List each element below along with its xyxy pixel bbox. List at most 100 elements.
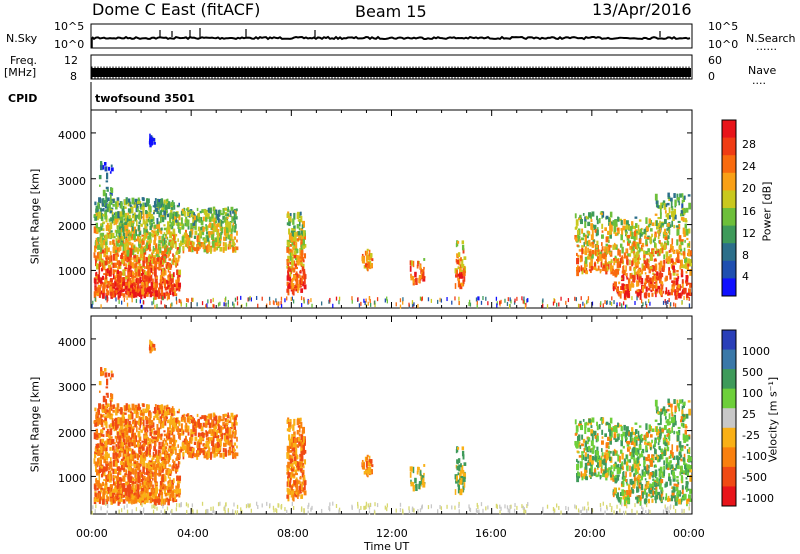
power-echo bbox=[132, 223, 135, 226]
velocity-echo bbox=[169, 473, 172, 477]
power-near-range bbox=[402, 300, 404, 305]
power-echo bbox=[297, 284, 300, 291]
velocity-echo bbox=[122, 475, 125, 482]
power-echo bbox=[188, 240, 192, 246]
velocity-panel-frame bbox=[90, 315, 693, 515]
power-echo bbox=[289, 213, 292, 219]
velocity-echo bbox=[117, 490, 121, 494]
power-echo bbox=[144, 280, 147, 285]
power-echo bbox=[665, 232, 668, 237]
power-echo bbox=[669, 224, 672, 228]
power-echo bbox=[121, 289, 124, 293]
power-echo bbox=[621, 228, 624, 235]
velocity-echo bbox=[167, 427, 170, 434]
velocity-echo bbox=[157, 461, 161, 465]
power-echo bbox=[159, 247, 162, 254]
power-echo bbox=[179, 228, 181, 235]
power-echo bbox=[229, 210, 232, 218]
velocity-echo bbox=[123, 494, 126, 498]
power-echo bbox=[303, 234, 306, 240]
power-near-range bbox=[523, 300, 526, 305]
power-echo bbox=[290, 252, 294, 257]
power-echo bbox=[143, 245, 146, 249]
velocity-echo bbox=[212, 436, 215, 441]
power-echo bbox=[173, 233, 175, 241]
velocity-echo bbox=[105, 482, 108, 490]
power-echo bbox=[143, 286, 147, 292]
power-echo bbox=[95, 263, 99, 270]
power-echo bbox=[147, 265, 150, 271]
power-scatter-layer bbox=[91, 133, 693, 309]
power-echo bbox=[148, 215, 151, 221]
power-echo bbox=[672, 210, 675, 217]
power-echo bbox=[125, 263, 128, 268]
power-echo bbox=[462, 270, 466, 276]
power-near-range bbox=[300, 296, 303, 301]
power-echo bbox=[575, 219, 579, 226]
velocity-echo bbox=[178, 432, 182, 436]
power-echo bbox=[634, 262, 637, 269]
velocity-echo bbox=[122, 499, 126, 504]
velocity-echo bbox=[157, 437, 160, 442]
power-echo bbox=[135, 265, 137, 272]
power-echo bbox=[124, 199, 127, 206]
power-echo bbox=[457, 277, 461, 284]
power-echo bbox=[366, 265, 369, 270]
power-echo bbox=[112, 239, 115, 245]
power-echo bbox=[198, 246, 201, 249]
power-echo bbox=[577, 254, 580, 258]
velocity-echo bbox=[128, 483, 132, 491]
power-echo bbox=[295, 266, 299, 270]
velocity-echo bbox=[137, 440, 141, 444]
power-echo bbox=[169, 274, 172, 281]
power-echo bbox=[219, 225, 222, 231]
power-echo bbox=[127, 236, 131, 242]
power-echo bbox=[214, 209, 218, 216]
power-near-range bbox=[92, 300, 94, 305]
power-echo bbox=[178, 202, 180, 206]
power-echo bbox=[106, 222, 109, 228]
power-echo bbox=[461, 240, 465, 245]
power-echo bbox=[643, 254, 646, 258]
power-echo bbox=[677, 197, 680, 201]
power-echo bbox=[136, 205, 139, 212]
power-echo bbox=[638, 247, 641, 253]
power-echo bbox=[596, 229, 599, 236]
power-echo bbox=[659, 208, 662, 216]
velocity-echo bbox=[133, 439, 136, 447]
velocity-echo bbox=[99, 466, 103, 472]
power-echo bbox=[629, 259, 631, 266]
velocity-echo bbox=[119, 429, 123, 433]
velocity-echo bbox=[95, 478, 97, 483]
velocity-echo bbox=[133, 407, 137, 414]
power-echo bbox=[623, 293, 626, 299]
power-echo bbox=[152, 249, 155, 254]
velocity-echo bbox=[120, 450, 123, 453]
velocity-echo bbox=[162, 483, 165, 487]
velocity-echo bbox=[95, 411, 99, 417]
power-echo bbox=[215, 240, 218, 246]
power-echo bbox=[160, 292, 164, 300]
power-echo bbox=[219, 232, 222, 239]
power-echo bbox=[175, 279, 178, 285]
velocity-echo bbox=[197, 432, 201, 438]
velocity-echo bbox=[219, 431, 223, 435]
power-echo bbox=[117, 239, 120, 244]
power-echo bbox=[165, 292, 168, 297]
power-echo bbox=[137, 265, 140, 271]
power-echo bbox=[423, 266, 425, 270]
power-echo bbox=[366, 248, 369, 252]
velocity-echo bbox=[96, 487, 99, 491]
power-echo bbox=[153, 224, 157, 229]
power-near-range bbox=[522, 299, 524, 304]
power-echo bbox=[116, 269, 120, 275]
power-echo bbox=[141, 288, 145, 295]
power-echo bbox=[152, 257, 156, 264]
power-echo bbox=[685, 281, 688, 287]
velocity-echo bbox=[116, 446, 119, 453]
power-echo bbox=[668, 198, 671, 202]
power-echo bbox=[131, 242, 134, 249]
power-echo bbox=[185, 219, 188, 223]
velocity-echo bbox=[130, 489, 133, 494]
velocity-echo bbox=[215, 452, 218, 457]
